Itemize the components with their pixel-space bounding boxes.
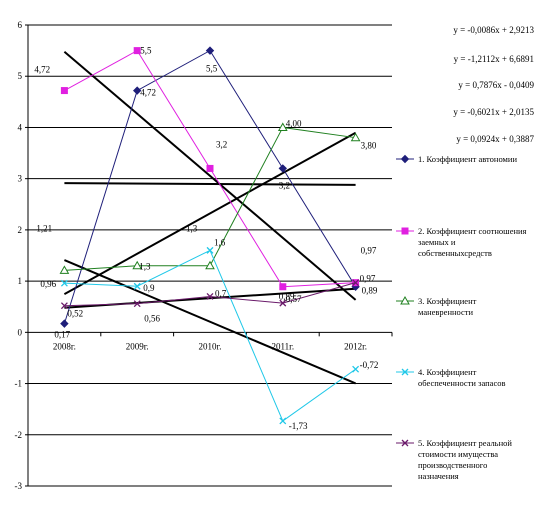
y-tick-label-0: 0 [18,327,23,337]
data-label-s3-p5: 3,80 [361,141,377,151]
x-tick-label-2008г.: 2008г. [53,341,76,351]
legend-entry-3: 3. Коэффициент маневренности [418,296,477,317]
y-tick-label--1: -1 [15,379,23,389]
trendline-equation-1: y = -0,0086x + 2,9213 [453,25,534,35]
series-2-point-4 [279,283,287,291]
legend-marker-1 [400,154,410,164]
legend-markers [396,154,414,447]
series-lines [59,46,361,425]
data-label-s4-p5: -0,72 [360,360,379,370]
series-2-point-1 [60,87,68,95]
series-5-point-4 [279,299,287,307]
data-label-s5-p4: 0,57 [286,294,302,304]
series-5-point-1 [60,302,68,310]
trendline-equation-2: y = -1,2112x + 6,6891 [453,54,534,64]
series-3-point-2 [132,260,143,270]
trend-lines [63,50,357,385]
data-label-s4-p1: 0,96 [40,279,56,289]
series-4-point-2 [133,282,141,290]
y-axis-ticks: -3 -2 -1 0 1 2 3 4 5 6 [15,20,28,491]
legend-marker-2 [401,227,409,235]
trendline-equation-5: y = 0,0924x + 0,3887 [456,134,534,144]
data-label-s1-p3: 5,5 [206,64,218,74]
x-tick-label-2009г.: 2009г. [126,341,149,351]
data-label-s2-p1: 4,72 [34,65,50,75]
series-3-point-5 [350,132,361,142]
series-1-point-2 [132,86,142,95]
series-3-point-4 [277,122,288,131]
y-tick-label--3: -3 [15,481,23,491]
data-label-s3-p1: 1,21 [36,223,52,233]
data-label-s5-p5: 0,97 [360,274,376,284]
data-label-s2-p2: 5,5 [140,46,152,56]
data-label-s4-p4: -1,73 [289,421,308,431]
series-line-1 [63,49,357,324]
data-label-s1-p1: 0,17 [54,330,70,340]
legend-entry-2: 2. Коэффициент соотношения заемных и соб… [418,226,527,258]
legend-entry-5: 5. Коэффициент реальной стоимости имущес… [418,438,512,481]
y-tick-label-3: 3 [18,174,23,184]
data-label-s5-p1: 0,52 [67,309,83,319]
series-1-point-1 [60,319,69,328]
series-4-point-3 [206,246,214,254]
legend-marker-4 [401,368,409,376]
x-tick-label-2012г.: 2012г. [344,341,367,351]
data-label-s3-p4: 4,00 [286,118,302,128]
data-label-s2-p3: 3,2 [216,139,227,149]
series-line-5 [64,282,356,307]
y-tick-label-2: 2 [18,225,23,235]
data-label-s5-p2: 0,56 [144,314,160,324]
series-4-point-1 [60,279,68,287]
series-5-point-5 [352,279,360,287]
series-2-point-2 [133,47,141,55]
series-2-point-3 [206,164,214,172]
series-4-point-5 [352,365,360,373]
data-label-s4-p3: 1,6 [214,237,226,247]
x-tick-label-2010г.: 2010г. [199,341,222,351]
series-5-point-2 [133,300,141,308]
y-tick-label-6: 6 [18,20,23,30]
series-line-4 [64,249,356,422]
trendline-3 [63,131,357,295]
data-label-s3-p3: 1,3 [186,224,198,234]
data-label-s4-p2: 0,9 [143,283,155,293]
y-tick-label-5: 5 [18,71,23,81]
x-tick-label-2011г.: 2011г. [272,341,295,351]
legend-marker-5 [401,439,409,447]
data-label-s1-p5: 0,89 [362,286,378,296]
grid-lines [28,24,392,487]
series-line-3 [64,126,356,271]
trendline-1 [64,182,356,186]
data-label-s5-p3: 0,7 [215,288,227,298]
data-labels: 0,17 4,72 5,5 3,2 0,89 4,72 5,5 3,2 0,89 0,97 1,21… [34,46,378,431]
data-label-s2-p4: 0,89 [279,292,295,302]
series-1-point-4 [278,164,288,173]
series-3-point-1 [59,265,70,274]
y-tick-label-1: 1 [18,276,23,286]
x-axis-ticks: 2008г. 2009г. 2010г. 2011г. 2012г. [53,332,393,351]
legend-marker-3 [400,295,410,305]
data-label-s1-p2: 4,72 [140,88,156,98]
legend-entry-4: 4. Коэффициент обеспеченности запасов [418,367,506,388]
data-label-s3-p2: 1,3 [139,262,151,272]
series-5-point-3 [206,293,214,300]
trendline-2 [63,50,357,301]
axes [27,25,392,486]
data-label-s2-p5: 0,97 [361,246,377,256]
legend-entry-1: 1. Коэффициент автономии [418,154,518,164]
trendline-equation-4: y = -0,6021x + 2,0135 [453,107,534,117]
trendline-equation-3: y = 0,7876x - 0,0409 [458,80,534,90]
series-1-point-3 [205,46,215,55]
y-tick-label-4: 4 [18,122,23,132]
data-label-s1-p4: 3,2 [279,180,290,190]
y-tick-label--2: -2 [15,430,23,440]
series-3-point-3 [205,260,215,270]
trendline-4 [64,259,356,385]
series-4-point-4 [279,417,287,425]
